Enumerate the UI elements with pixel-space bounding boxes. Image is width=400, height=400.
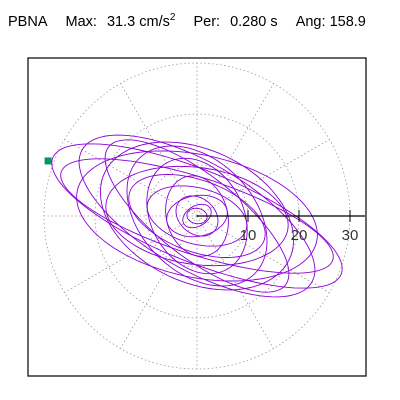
trace-loop — [165, 175, 229, 257]
trace-loop — [128, 174, 266, 258]
period-label: Per: — [193, 14, 221, 30]
max-value: 31.3 — [106, 14, 136, 30]
trace-loop — [126, 145, 268, 287]
end-marker — [44, 157, 52, 165]
plot-header: PBNA Max: 31.3 cm/s2 Per: 0.280 s Ang: 1… — [8, 12, 366, 38]
radial-axis: 10 20 30 — [197, 210, 365, 244]
grid-spoke — [120, 215, 198, 349]
station-code: PBNA — [8, 14, 48, 30]
trace-loop — [51, 143, 343, 289]
trace-loop — [104, 139, 290, 293]
trace-loop — [146, 185, 248, 247]
max-label: Max: — [65, 14, 97, 30]
angle-label: Ang: — [295, 14, 326, 30]
trace-loop — [105, 165, 289, 267]
radial-tick-label: 20 — [291, 227, 308, 244]
motion-trace — [51, 134, 343, 298]
trace-loop — [175, 195, 219, 237]
trace-loop — [78, 134, 316, 298]
grid-spoke — [196, 215, 330, 293]
trace-loop — [182, 203, 212, 229]
max-unit: cm/s — [139, 14, 170, 30]
angle-value: 158.9 — [329, 14, 366, 30]
period-value: 0.280 s — [230, 14, 278, 30]
end-marker-square — [44, 157, 52, 165]
grid-spoke — [196, 215, 274, 349]
radial-tick-label: 30 — [342, 227, 359, 244]
grid-spoke — [196, 139, 330, 217]
trace-loop — [186, 207, 208, 225]
trace-loop — [100, 141, 294, 291]
max-unit-exponent: 2 — [169, 12, 176, 23]
grid-spoke — [120, 83, 198, 217]
grid-spoke — [64, 139, 198, 217]
radial-tick-label: 10 — [240, 227, 257, 244]
grid-spoke — [64, 215, 198, 293]
grid-spoke — [196, 83, 274, 217]
